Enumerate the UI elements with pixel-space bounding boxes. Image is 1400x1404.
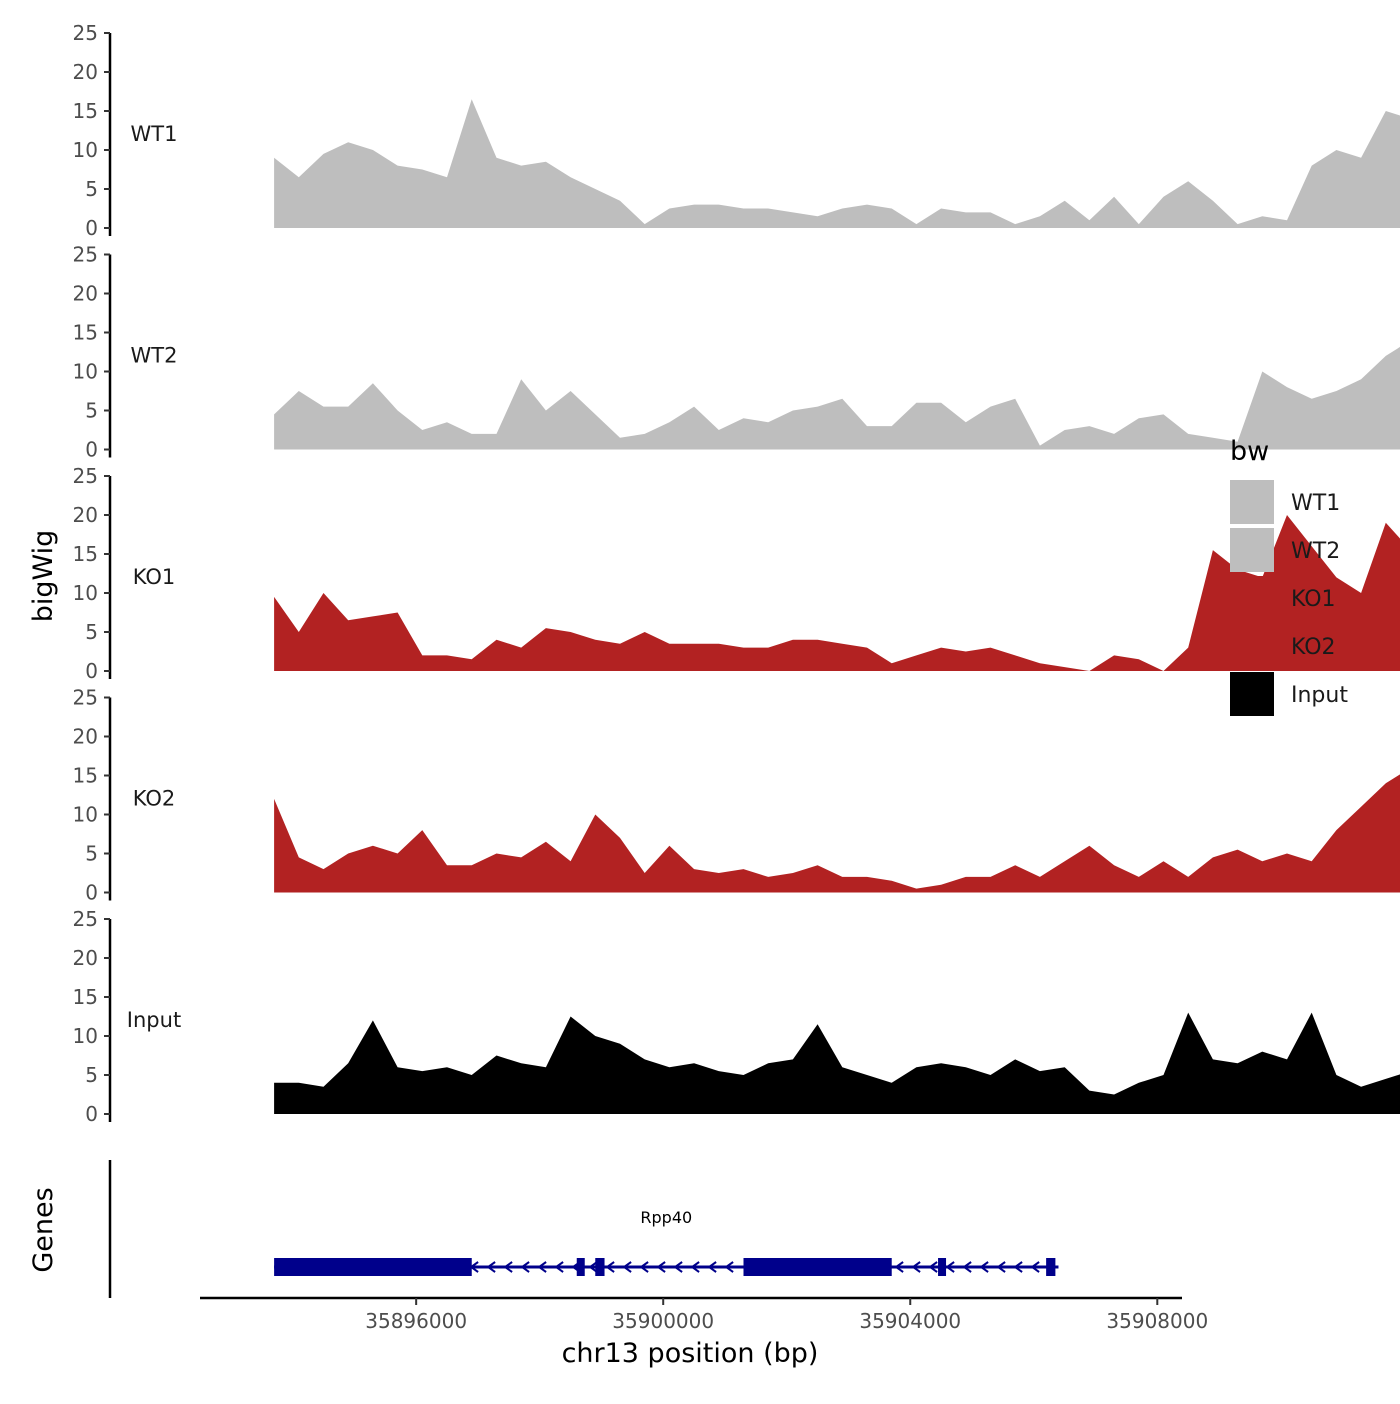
strand-arrow xyxy=(503,1261,513,1273)
legend-key-ko1 xyxy=(1230,576,1274,620)
strand-arrow xyxy=(1030,1261,1040,1273)
track-label-wt2: WT2 xyxy=(131,344,178,368)
coverage-area-input xyxy=(274,1012,1400,1114)
gene-exon xyxy=(743,1258,892,1276)
y-tick-label: 25 xyxy=(73,907,98,931)
y-tick-label: 5 xyxy=(85,399,98,423)
track-input: 0 5 10 15 20 25 Input xyxy=(73,907,1400,1126)
strand-arrow xyxy=(928,1261,938,1273)
legend-key-input xyxy=(1230,672,1274,716)
strand-arrow xyxy=(996,1261,1006,1273)
strand-arrow xyxy=(1013,1261,1023,1273)
y-tick-label: 20 xyxy=(73,946,98,970)
y-tick-label: 10 xyxy=(73,360,98,384)
strand-arrow xyxy=(639,1261,649,1273)
strand-arrow xyxy=(724,1261,734,1273)
y-tick-label: 25 xyxy=(73,686,98,710)
x-tick-label: 35904000 xyxy=(859,1309,961,1333)
y-tick-label: 25 xyxy=(73,243,98,267)
gene-name-label: Rpp40 xyxy=(640,1208,692,1227)
strand-arrow xyxy=(605,1261,615,1273)
strand-arrow xyxy=(894,1261,904,1273)
y-tick-label: 0 xyxy=(85,1102,98,1126)
strand-arrow xyxy=(656,1261,666,1273)
strand-arrow xyxy=(707,1261,717,1273)
y-tick-label: 20 xyxy=(73,725,98,749)
y-tick-label: 15 xyxy=(73,99,98,123)
y-tick-label: 25 xyxy=(73,21,98,45)
y-tick-label: 15 xyxy=(73,321,98,345)
gene-exon xyxy=(576,1258,585,1276)
coverage-tracks: 0510152025WT10510152025WT20510152025KO10… xyxy=(73,21,1400,1126)
coverage-area-ko1 xyxy=(274,515,1400,671)
y-tick-label: 10 xyxy=(73,803,98,827)
y-axis-title: bigWig xyxy=(28,530,59,623)
y-tick-label: 0 xyxy=(85,438,98,462)
strand-arrow xyxy=(911,1261,921,1273)
x-tick-label: 35896000 xyxy=(365,1309,467,1333)
track-label-ko2: KO2 xyxy=(133,787,176,811)
y-tick-label: 10 xyxy=(73,581,98,605)
x-tick-label: 35908000 xyxy=(1106,1309,1208,1333)
track-label-input: Input xyxy=(127,1008,181,1032)
strand-arrow xyxy=(690,1261,700,1273)
track-wt1: 0 5 10 15 20 25 WT1 xyxy=(73,21,1400,240)
x-axis-title: chr13 position (bp) xyxy=(562,1338,819,1369)
strand-arrow xyxy=(622,1261,632,1273)
strand-arrow xyxy=(962,1261,972,1273)
y-tick-label: 5 xyxy=(85,620,98,644)
legend-key-wt1 xyxy=(1230,480,1274,524)
strand-arrow xyxy=(554,1261,564,1273)
genes-track: Rpp40 xyxy=(108,1160,1059,1298)
gene-exon xyxy=(274,1258,472,1276)
legend-key-wt2 xyxy=(1230,528,1274,572)
strand-arrow xyxy=(520,1261,530,1273)
strand-arrow xyxy=(673,1261,683,1273)
coverage-area-wt1 xyxy=(274,99,1400,228)
legend-label-ko1: KO1 xyxy=(1291,587,1336,612)
genes-axis-title: Genes xyxy=(28,1187,59,1272)
y-tick-label: 0 xyxy=(85,216,98,240)
y-tick-label: 10 xyxy=(73,1024,98,1048)
y-tick-label: 20 xyxy=(73,282,98,306)
y-tick-label: 5 xyxy=(85,842,98,866)
legend-label-wt2: WT2 xyxy=(1291,539,1340,564)
y-tick-label: 20 xyxy=(73,503,98,527)
track-label-ko1: KO1 xyxy=(133,565,176,589)
coverage-area-wt2 xyxy=(274,346,1400,450)
y-tick-label: 15 xyxy=(73,985,98,1009)
strand-arrow xyxy=(979,1261,989,1273)
y-tick-label: 20 xyxy=(73,60,98,84)
coverage-area-ko2 xyxy=(274,774,1400,893)
y-tick-label: 5 xyxy=(85,177,98,201)
strand-arrow xyxy=(945,1261,955,1273)
y-tick-label: 0 xyxy=(85,881,98,905)
gene-exon xyxy=(1046,1258,1056,1276)
gene-exon xyxy=(938,1258,947,1276)
strand-arrow xyxy=(588,1261,598,1273)
track-ko2: 0 5 10 15 20 25 KO2 xyxy=(73,686,1400,905)
strand-arrow xyxy=(486,1261,496,1273)
track-ko1: 0 5 10 15 20 25 KO1 xyxy=(73,464,1400,683)
y-tick-label: 5 xyxy=(85,1063,98,1087)
track-label-wt1: WT1 xyxy=(131,122,178,146)
y-tick-label: 25 xyxy=(73,464,98,488)
gene-exon xyxy=(595,1258,605,1276)
legend: bw WT1 WT2 KO1 KO2 Input xyxy=(1230,436,1348,716)
track-wt2: 0 5 10 15 20 25 WT2 xyxy=(73,243,1400,462)
legend-label-input: Input xyxy=(1291,683,1348,708)
strand-arrow xyxy=(537,1261,547,1273)
legend-title: bw xyxy=(1230,436,1269,467)
y-tick-label: 15 xyxy=(73,764,98,788)
y-tick-label: 15 xyxy=(73,542,98,566)
legend-label-wt1: WT1 xyxy=(1291,491,1340,516)
y-tick-label: 0 xyxy=(85,659,98,683)
y-tick-label: 10 xyxy=(73,138,98,162)
legend-label-ko2: KO2 xyxy=(1291,635,1336,660)
x-tick-label: 35900000 xyxy=(612,1309,714,1333)
x-axis: 35896000 35900000 35904000 35908000 xyxy=(200,1296,1208,1333)
legend-key-ko2 xyxy=(1230,624,1274,668)
